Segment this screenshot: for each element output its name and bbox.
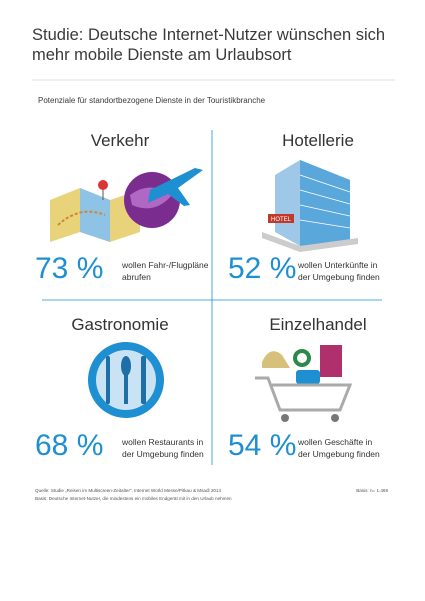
footer-source: Quelle: Studie „Reisen im Multiscreen-Ze… <box>35 488 221 493</box>
description: wollen Restaurants in <box>121 437 204 447</box>
percent: 68 % <box>35 429 103 462</box>
hotel-icon: HOTEL <box>262 160 358 252</box>
description: wollen Unterkünfte in <box>297 260 378 270</box>
hotel-sign: HOTEL <box>271 217 292 223</box>
plate-icon <box>88 342 164 418</box>
heading: Gastronomie <box>71 315 168 334</box>
percent: 52 % <box>228 252 296 285</box>
travel-icon <box>50 168 203 242</box>
heading: Hotellerie <box>282 131 354 150</box>
title-line: mehr mobile Dienste am Urlaubsort <box>32 46 292 64</box>
shopping-icon <box>255 345 353 422</box>
percent: 73 % <box>35 252 103 285</box>
heading: Verkehr <box>91 131 150 150</box>
description: der Umgebung finden <box>298 272 380 282</box>
heading: Einzelhandel <box>269 315 366 334</box>
description: der Umgebung finden <box>298 449 380 459</box>
footer-basis: Basis: Deutsche Internet-Nutzer, die min… <box>35 496 232 501</box>
title-line: Studie: Deutsche Internet-Nutzer wünsche… <box>32 26 385 44</box>
percent: 54 % <box>228 429 296 462</box>
footer-sample: Basis: n= 1.468 <box>356 488 388 493</box>
description: abrufen <box>122 272 151 282</box>
description: wollen Fahr-/Flugpläne <box>121 260 209 270</box>
description: wollen Geschäfte in <box>297 437 372 447</box>
description: der Umgebung finden <box>122 449 204 459</box>
subtitle: Potenziale für standortbezogene Dienste … <box>38 96 266 105</box>
